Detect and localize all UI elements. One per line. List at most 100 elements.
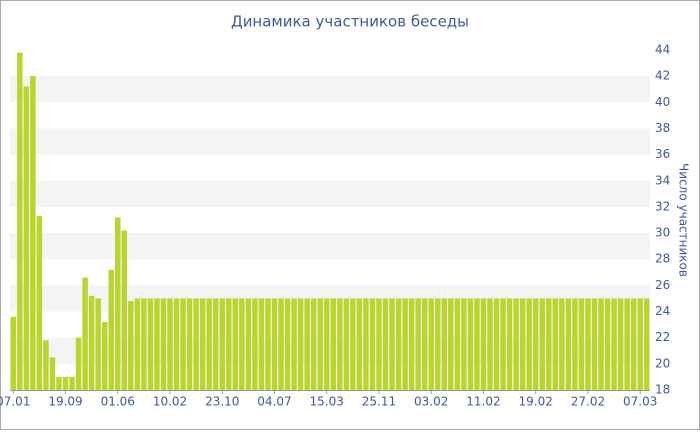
bar [526, 298, 532, 390]
bar [643, 298, 650, 390]
bar [343, 298, 350, 390]
y-axis-label: Число участников [677, 163, 691, 277]
x-tick-label: 19.02 [519, 395, 553, 409]
bar [49, 357, 56, 390]
grid-band [10, 233, 650, 260]
bar [43, 340, 49, 390]
x-tick-label: 11.02 [466, 395, 500, 409]
bar [598, 298, 604, 390]
bar [448, 298, 454, 390]
bar [167, 298, 173, 390]
bar [278, 298, 284, 390]
bar [88, 295, 95, 390]
bar [317, 298, 323, 390]
bar [611, 298, 617, 390]
x-tick-label: 10.02 [153, 395, 187, 409]
bar [252, 298, 258, 390]
bar [369, 298, 376, 390]
bar [23, 86, 30, 390]
bar [617, 298, 624, 390]
bar [572, 298, 578, 390]
bar [232, 298, 239, 390]
y-tick-label: 36 [655, 147, 670, 161]
y-tick-label: 30 [655, 226, 670, 240]
y-tick-label: 38 [655, 121, 670, 135]
bar [245, 298, 252, 390]
bar [75, 337, 82, 390]
bar [226, 298, 232, 390]
bar [69, 376, 75, 390]
bar [212, 298, 219, 390]
bar [474, 298, 480, 390]
bar [239, 298, 245, 390]
bar [17, 52, 23, 390]
bar [128, 301, 134, 390]
bar [441, 298, 448, 390]
bar [115, 217, 121, 390]
bar [310, 298, 317, 390]
bar [173, 298, 180, 390]
y-tick-label: 28 [655, 252, 670, 266]
bar [121, 230, 128, 390]
x-tick-label: 07.01 [0, 395, 30, 409]
bar [330, 298, 337, 390]
bar [624, 298, 630, 390]
bar [265, 298, 271, 390]
bar [323, 298, 330, 390]
x-tick-label: 25.11 [362, 395, 396, 409]
bar [454, 298, 461, 390]
bar [141, 298, 147, 390]
bar [435, 298, 441, 390]
bar [258, 298, 265, 390]
bar [395, 298, 402, 390]
bar [532, 298, 539, 390]
bar [578, 298, 585, 390]
bar [421, 298, 428, 390]
x-tick-label: 23.10 [205, 395, 239, 409]
bar [337, 298, 343, 390]
bar [487, 298, 493, 390]
bar [467, 298, 474, 390]
bar [160, 298, 167, 390]
bar [539, 298, 545, 390]
bar [186, 298, 193, 390]
bar [350, 298, 356, 390]
y-tick-label: 32 [655, 199, 670, 213]
bar [519, 298, 526, 390]
bar [36, 216, 43, 390]
grid-band [10, 128, 650, 155]
y-tick-label: 44 [655, 43, 670, 57]
bar [297, 298, 304, 390]
bar [108, 269, 114, 390]
bar [402, 298, 408, 390]
bar [206, 298, 212, 390]
bar [10, 316, 17, 390]
bar [56, 376, 62, 390]
bar [591, 298, 598, 390]
bar [408, 298, 415, 390]
bar [415, 298, 421, 390]
bar [585, 298, 591, 390]
bar [480, 298, 487, 390]
bar [95, 298, 101, 390]
x-tick-label: 07.03 [623, 395, 657, 409]
bar [219, 298, 225, 390]
bar [180, 298, 186, 390]
bar [428, 298, 434, 390]
bar [356, 298, 363, 390]
y-tick-label: 34 [655, 173, 670, 187]
bar [134, 298, 141, 390]
bar [513, 298, 519, 390]
bar [284, 298, 291, 390]
y-tick-label: 40 [655, 95, 670, 109]
bar [493, 298, 500, 390]
bar [30, 76, 36, 391]
bar [147, 298, 154, 390]
grid-band [10, 180, 650, 207]
bar [62, 376, 69, 390]
y-tick-label: 26 [655, 278, 670, 292]
y-tick-label: 22 [655, 330, 670, 344]
chart-title: Динамика участников беседы [231, 13, 469, 31]
bar [500, 298, 506, 390]
